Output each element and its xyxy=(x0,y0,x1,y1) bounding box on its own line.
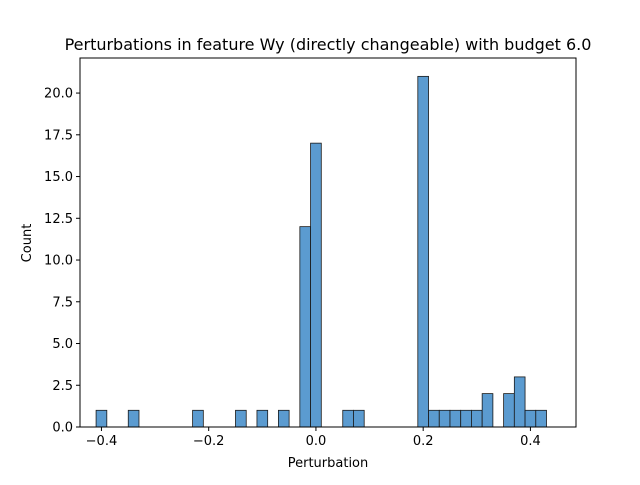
bars-group xyxy=(95,75,547,428)
y-tick-label-0: 0.0 xyxy=(52,421,73,436)
x-tick-label-3: 0.2 xyxy=(413,434,434,449)
histogram-bar-18 xyxy=(513,376,526,428)
histogram-bar-10 xyxy=(417,75,429,428)
histogram-bar-13 xyxy=(449,409,462,428)
histogram-bar-5 xyxy=(277,409,290,428)
histogram-bar-11 xyxy=(428,409,440,428)
x-tick-label-2: 0.0 xyxy=(306,434,327,449)
histogram-bar-2 xyxy=(192,409,204,428)
histogram-bar-17 xyxy=(503,393,515,428)
y-tick-label-3: 7.5 xyxy=(52,295,73,310)
histogram-bar-9 xyxy=(353,409,365,428)
histogram-bar-12 xyxy=(438,409,451,428)
y-axis-ticks: 0.0 2.5 5.0 7.5 10.0 12.5 15.0 17.5 20.0 xyxy=(44,87,80,436)
x-tick-label-4: 0.4 xyxy=(520,434,541,449)
histogram-bar-14 xyxy=(460,409,472,428)
histogram-bar-0 xyxy=(95,409,108,428)
y-tick-label-2: 5.0 xyxy=(52,337,73,352)
y-tick-label-4: 10.0 xyxy=(44,254,73,269)
histogram-bar-6 xyxy=(299,226,311,428)
y-tick-label-6: 15.0 xyxy=(44,170,73,185)
plot-frame xyxy=(79,57,577,428)
histogram-bar-8 xyxy=(342,409,354,428)
x-axis-ticks: −0.4 −0.2 0.0 0.2 0.4 xyxy=(86,427,541,449)
chart-title: Perturbations in feature Wy (directly ch… xyxy=(65,35,592,54)
x-axis-label: Perturbation xyxy=(288,456,369,471)
histogram-bar-1 xyxy=(127,409,140,428)
y-tick-label-5: 12.5 xyxy=(44,212,73,227)
histogram-bar-19 xyxy=(524,409,537,428)
histogram-bar-16 xyxy=(481,393,494,428)
y-axis-label: Count xyxy=(20,224,35,263)
y-tick-label-1: 2.5 xyxy=(52,379,73,394)
y-tick-label-7: 17.5 xyxy=(44,128,73,143)
histogram-bar-3 xyxy=(235,409,247,428)
histogram-bar-15 xyxy=(471,409,483,428)
x-tick-label-0: −0.4 xyxy=(86,434,118,449)
histogram-bar-7 xyxy=(310,142,322,428)
x-tick-label-1: −0.2 xyxy=(193,434,225,449)
histogram-bar-20 xyxy=(535,409,547,428)
y-tick-label-8: 20.0 xyxy=(44,87,73,102)
histogram-bar-4 xyxy=(256,409,269,428)
